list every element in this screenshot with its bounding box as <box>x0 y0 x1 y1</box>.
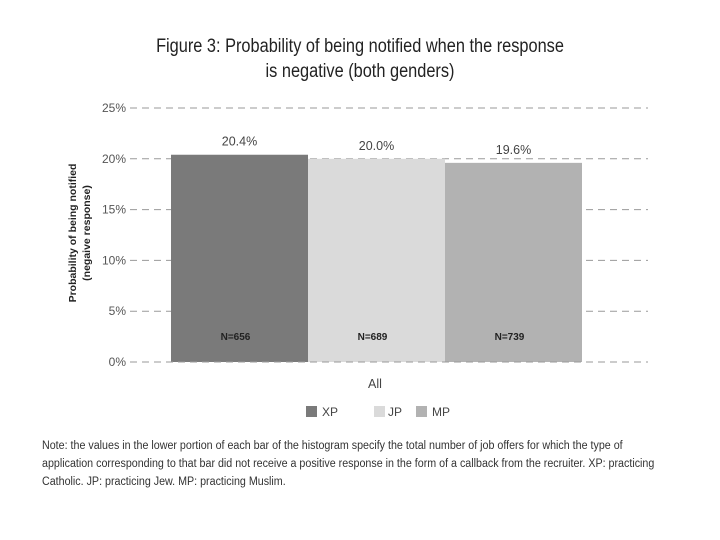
bar-jp <box>308 158 445 362</box>
y-axis-label-line-2: (negaive response) <box>81 185 93 281</box>
legend-label-jp: JP <box>388 405 402 419</box>
bar-chart: 0% 5% 10% 15% 20% 25% 20.4% N=656 20.0% N=689 19.6… <box>67 101 648 419</box>
legend-swatch-mp <box>416 406 427 417</box>
chart-title-line-2: is negative (both genders) <box>265 61 455 82</box>
data-label-mp: 19.6% <box>496 143 531 157</box>
chart-title-line-1: Figure 3: Probability of being notified … <box>156 36 564 57</box>
legend-swatch-jp <box>374 406 385 417</box>
bar-xp <box>171 154 308 362</box>
y-tick-label: 10% <box>102 253 126 267</box>
data-label-xp: 20.4% <box>222 135 257 149</box>
y-tick-label: 5% <box>109 304 127 318</box>
n-label-mp: N=739 <box>495 332 525 343</box>
data-label-jp: 20.0% <box>359 139 394 153</box>
y-tick-label: 20% <box>102 152 126 166</box>
n-label-xp: N=656 <box>221 332 251 343</box>
chart-title: Figure 3: Probability of being notified … <box>50 34 669 84</box>
legend-label-mp: MP <box>432 405 450 419</box>
x-axis-label: All <box>368 377 382 391</box>
y-tick-label: 15% <box>102 203 126 217</box>
n-label-jp: N=689 <box>358 332 388 343</box>
y-axis-label-line-1: Probability of being notified <box>67 164 79 303</box>
chart-note: Note: the values in the lower portion of… <box>42 440 655 488</box>
bar-mp <box>445 162 582 362</box>
y-tick-label: 0% <box>109 355 127 369</box>
legend-swatch-xp <box>306 406 317 417</box>
legend-label-xp: XP <box>322 405 338 419</box>
y-tick-label: 25% <box>102 101 126 115</box>
